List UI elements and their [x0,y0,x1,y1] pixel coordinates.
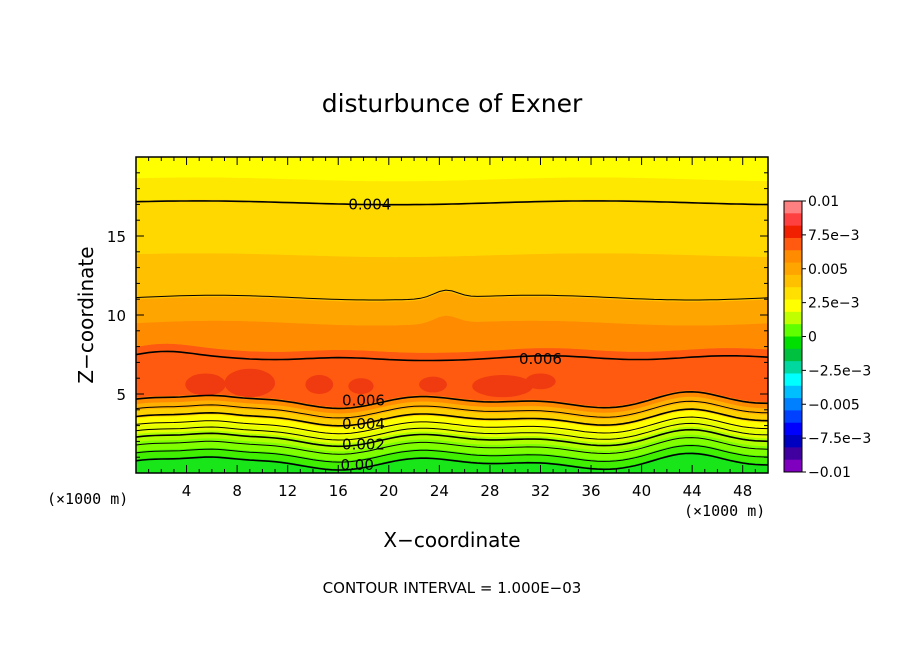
y-axis-label: Z−coordinate [74,246,98,383]
x-axis-label: X−coordinate [383,528,520,552]
contour-line [136,416,768,435]
colorbar-tick-label: −0.005 [808,397,860,413]
contour-line [136,452,768,471]
contour-band [136,176,768,204]
chart-title: disturbunce of Exner [322,89,583,118]
contour-line [136,350,768,362]
maximum-region [419,376,447,393]
contour-line [136,200,768,206]
contour-lines [136,200,768,471]
colorbar-segment [784,287,802,301]
y-tick-label: 15 [107,228,126,246]
x-tick-label: 8 [232,482,242,500]
contour-label: 0.004 [348,195,391,213]
colorbar-tick-label: 0 [808,330,817,346]
colorbar-tick-label: −2.5e−3 [808,363,871,379]
contour-fill [136,157,768,473]
colorbar-segment [784,435,802,448]
colorbar-tick-label: −7.5e−3 [808,431,871,447]
maximum-region [472,375,533,398]
x-tick-label: 16 [329,482,348,500]
maximum-region [305,375,334,394]
contour-interval-footer: CONTOUR INTERVAL = 1.000E−03 [323,579,582,597]
colorbar-tick-label: 0.01 [808,194,839,210]
contour-labels: 0.004 0.006 0.006 0.004 0.002 0.00 [340,195,562,474]
x-tick-label: 28 [480,482,499,500]
contour-band [136,157,768,182]
colorbar-tick-label: 0.005 [808,262,848,278]
contour-label: 0.002 [342,436,385,454]
x-tick-label: 40 [632,482,651,500]
colorbar-segment [784,373,802,387]
x-tick-label: 20 [379,482,398,500]
colorbar-segment [784,225,802,239]
colorbar-segment [784,422,802,436]
x-tick-label: 12 [278,482,297,500]
colorbar-tick-label: 7.5e−3 [808,228,860,244]
y-tick-label: 5 [116,386,126,404]
x-tick-label: 36 [581,482,600,500]
x-tick-label: 4 [182,482,192,500]
x-tick-label: 48 [733,482,752,500]
colorbar-segment [784,274,802,288]
colorbar-tick-label: 2.5e−3 [808,296,860,312]
colorbar-segment [784,348,802,362]
contour-line [136,408,768,427]
contour-label: 0.004 [342,415,385,433]
colorbar-segment [784,361,802,374]
x-tick-label: 32 [531,482,550,500]
colorbar-segment [784,385,802,399]
colorbar-segment [784,324,802,337]
colorbar-ticks: 0.01 7.5e−3 0.005 2.5e−3 0 −2.5e−3 −0.005 −7.5e… [802,194,871,481]
maximum-region [348,378,374,394]
colorbar-segment [784,311,802,325]
colorbar-segment [784,398,802,411]
contour-line [136,422,768,441]
max-regions [185,368,556,398]
colorbar-segment [784,410,802,424]
colorbar-tick-label: −0.01 [808,465,851,481]
maximum-region [224,368,276,398]
x-tick-label: 24 [430,482,449,500]
contour-band [136,199,768,258]
colorbar-segment [784,447,802,461]
contour-line [136,400,768,419]
colorbar-segment [784,237,802,251]
colorbar-segment [784,336,802,350]
colorbar-segment [784,459,802,473]
colorbar-segment [784,201,802,214]
contour-line [136,437,768,455]
contour-label: 0.006 [519,350,562,368]
y-axis: 5 10 15 [107,172,768,458]
contour-line [136,444,768,463]
x-unit-left: (×1000 m) [47,490,128,508]
x-tick-label: 44 [683,482,702,500]
y-tick-label: 10 [107,307,126,325]
maximum-region [525,373,556,390]
colorbar-segment [784,213,802,227]
colorbar-segment [784,262,802,276]
x-axis: 4 8 12 16 20 24 28 32 36 40 44 48 [148,157,756,500]
colorbar [783,200,803,473]
contour-line [136,289,768,301]
maximum-region [185,373,226,396]
contour-label: 0.00 [340,456,373,474]
contour-line [136,428,768,448]
x-unit-right: (×1000 m) [684,502,765,520]
contour-label: 0.006 [342,391,385,409]
contour-line [136,390,768,410]
colorbar-segment [784,299,802,313]
colorbar-segment [784,250,802,264]
